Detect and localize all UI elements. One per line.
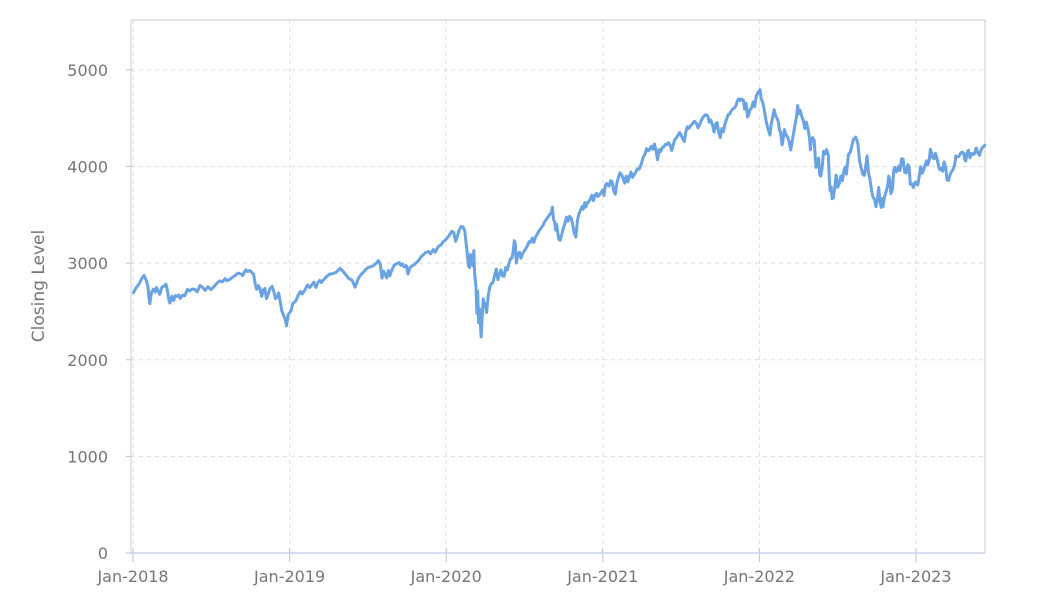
y-axis-title: Closing Level [29,230,49,342]
y-tick-label: 3000 [67,254,108,273]
series-line [132,88,987,339]
x-tick-label: Jan-2018 [96,567,168,586]
x-tick-label: Jan-2020 [410,567,482,586]
x-tick-label: Jan-2021 [566,567,638,586]
x-tick-label: Jan-2022 [723,567,795,586]
y-tick-label: 1000 [67,447,108,466]
y-tick-label: 0 [98,544,108,563]
y-tick-label: 5000 [67,61,108,80]
x-tick-label: Jan-2023 [879,567,951,586]
x-tick-label: Jan-2019 [253,567,325,586]
y-tick-label: 4000 [67,158,108,177]
y-tick-label: 2000 [67,351,108,370]
